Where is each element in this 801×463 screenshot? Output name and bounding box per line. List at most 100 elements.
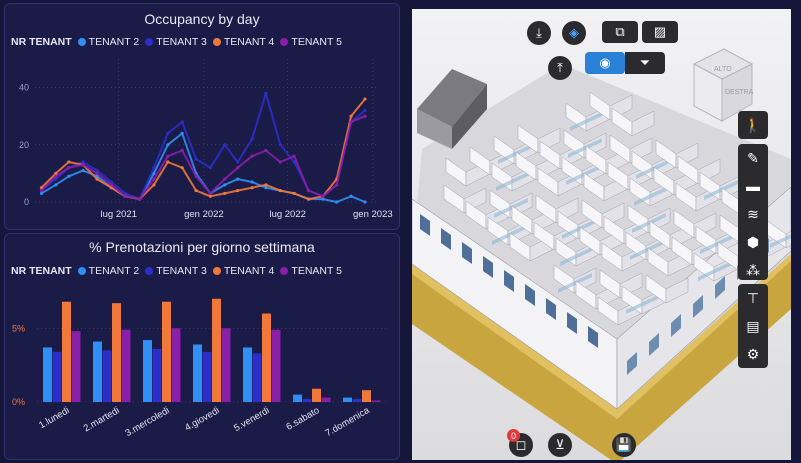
data-point[interactable] — [306, 197, 311, 201]
data-point[interactable] — [109, 183, 113, 187]
bar[interactable] — [93, 341, 102, 402]
bar[interactable] — [102, 350, 112, 402]
legend-item[interactable]: TENANT 5 — [280, 36, 342, 48]
clusters-button[interactable]: ⁂ — [738, 256, 768, 284]
data-point[interactable] — [152, 177, 156, 181]
data-point[interactable] — [321, 197, 325, 201]
data-point[interactable] — [180, 166, 184, 170]
data-point[interactable] — [363, 97, 367, 101]
folder-button[interactable]: ▬ — [738, 172, 768, 200]
legend-item[interactable]: TENANT 3 — [145, 265, 207, 277]
data-point[interactable] — [236, 177, 240, 181]
data-point[interactable] — [152, 171, 156, 175]
bar[interactable] — [321, 397, 331, 402]
data-point[interactable] — [264, 91, 268, 95]
data-point[interactable] — [223, 183, 227, 187]
legend-item[interactable]: TENANT 2 — [77, 265, 139, 277]
bar[interactable] — [71, 331, 81, 402]
legend-item[interactable]: TENANT 4 — [212, 36, 274, 48]
bar[interactable] — [112, 303, 121, 402]
data-point[interactable] — [194, 157, 198, 161]
data-point[interactable] — [223, 191, 227, 196]
data-point[interactable] — [292, 160, 296, 164]
series-line-4[interactable] — [40, 98, 366, 201]
data-point[interactable] — [39, 188, 44, 193]
data-point[interactable] — [278, 188, 282, 193]
data-point[interactable] — [180, 120, 184, 124]
bar[interactable] — [212, 298, 221, 402]
data-point[interactable] — [208, 191, 212, 196]
data-point[interactable] — [95, 177, 99, 181]
data-point[interactable] — [166, 154, 170, 158]
orbit-button[interactable]: ◈ — [562, 21, 586, 45]
data-point[interactable] — [208, 194, 212, 198]
data-point[interactable] — [194, 188, 198, 193]
bar[interactable] — [152, 348, 162, 402]
data-point[interactable] — [166, 160, 170, 164]
data-point[interactable] — [81, 160, 85, 164]
data-point[interactable] — [54, 171, 58, 175]
data-point[interactable] — [363, 108, 367, 113]
navigation-cube[interactable]: ALTO DESTRA — [692, 48, 754, 122]
data-point[interactable] — [236, 188, 240, 193]
data-point[interactable] — [109, 180, 113, 184]
data-point[interactable] — [236, 166, 240, 170]
target-button[interactable]: ◉ — [585, 52, 625, 74]
data-point[interactable] — [208, 166, 212, 170]
bar[interactable] — [262, 313, 271, 403]
bar[interactable] — [171, 328, 181, 402]
data-point[interactable] — [250, 137, 254, 141]
data-point[interactable] — [250, 154, 254, 158]
data-point[interactable] — [54, 174, 58, 178]
bar[interactable] — [352, 399, 362, 402]
data-point[interactable] — [349, 194, 353, 198]
viewer-canvas[interactable]: ALTO DESTRA ⤓ ◈ ⧉ ▨ ⤒ ◉ ⏷ 🚶 ✎ ▬ ≋ ⬢ ⁂ ⊤ … — [412, 9, 791, 460]
data-point[interactable] — [278, 160, 282, 164]
person-tool-button[interactable]: 🚶 — [738, 111, 768, 139]
data-point[interactable] — [67, 174, 71, 178]
properties-button[interactable]: ▤ — [738, 312, 768, 340]
series-line-2[interactable] — [40, 132, 366, 203]
data-point[interactable] — [363, 200, 367, 204]
data-point[interactable] — [123, 194, 127, 198]
data-point[interactable] — [306, 188, 311, 193]
bar[interactable] — [52, 351, 62, 402]
bar[interactable] — [243, 347, 252, 402]
bar[interactable] — [271, 329, 281, 402]
data-point[interactable] — [123, 191, 127, 196]
legend-item[interactable]: TENANT 3 — [145, 36, 207, 48]
bar[interactable] — [62, 301, 71, 402]
data-point[interactable] — [292, 154, 296, 158]
data-point[interactable] — [67, 166, 71, 170]
bar[interactable] — [252, 353, 262, 402]
data-point[interactable] — [152, 183, 156, 187]
measure-button[interactable]: ✎ — [738, 144, 768, 172]
bar[interactable] — [293, 394, 302, 402]
hierarchy-button[interactable]: ⊤ — [738, 284, 768, 312]
data-point[interactable] — [137, 197, 142, 201]
save-button[interactable]: 💾 — [612, 433, 636, 457]
data-point[interactable] — [54, 183, 58, 187]
data-point[interactable] — [95, 171, 99, 175]
bar[interactable] — [162, 301, 171, 402]
upload-button[interactable]: ⤒ — [548, 56, 572, 80]
data-point[interactable] — [95, 168, 99, 173]
data-point[interactable] — [335, 200, 339, 204]
data-point[interactable] — [250, 180, 254, 184]
bar[interactable] — [302, 399, 312, 402]
cube-button[interactable]: ⬢ — [738, 228, 768, 256]
section-box-button[interactable]: ⧉ — [602, 21, 638, 43]
data-point[interactable] — [349, 120, 353, 124]
data-point[interactable] — [335, 183, 339, 187]
bar[interactable] — [43, 347, 52, 402]
data-point[interactable] — [321, 194, 325, 198]
data-point[interactable] — [194, 174, 198, 178]
data-point[interactable] — [166, 143, 170, 147]
data-point[interactable] — [67, 160, 71, 164]
series-line-5[interactable] — [40, 115, 366, 201]
data-point[interactable] — [152, 166, 156, 170]
data-point[interactable] — [180, 131, 184, 135]
data-point[interactable] — [363, 114, 367, 118]
legend-item[interactable]: TENANT 2 — [77, 36, 139, 48]
clear-filter-button[interactable]: ⊻ — [548, 433, 572, 457]
